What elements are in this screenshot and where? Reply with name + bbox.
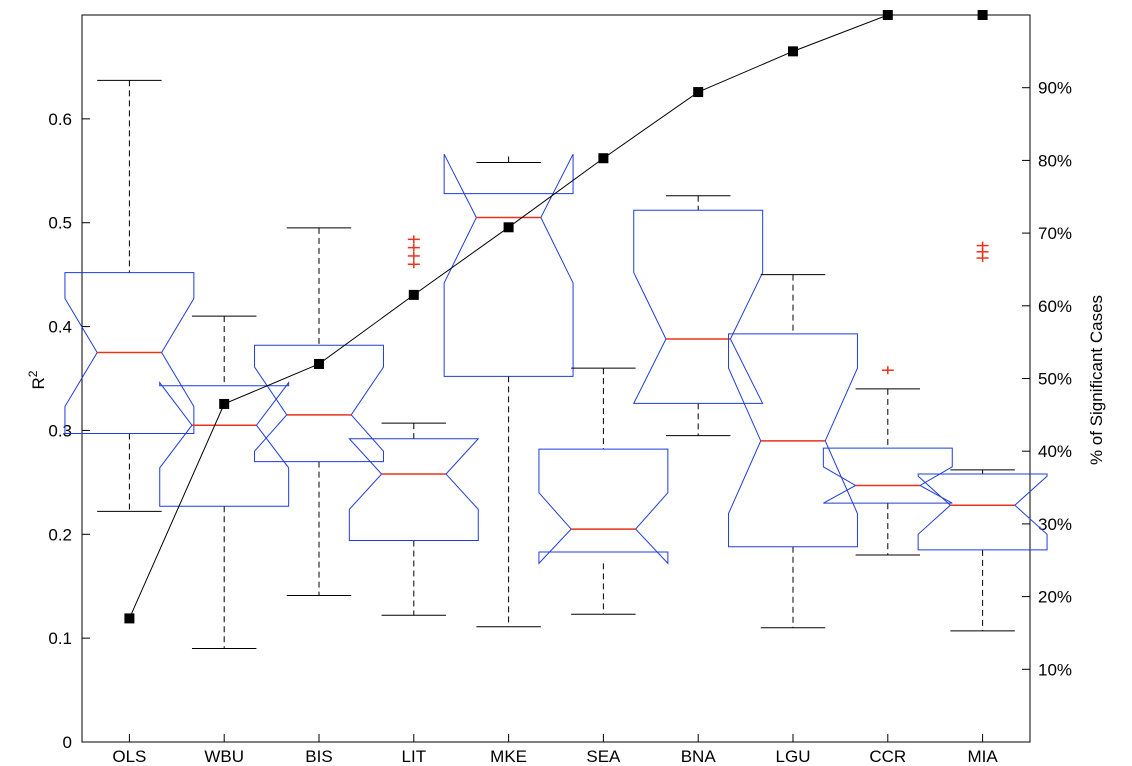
x-tick-label: OLS	[112, 747, 146, 766]
line-point	[693, 87, 704, 98]
notched-box	[917, 473, 1048, 551]
x-tick-label: BIS	[305, 747, 332, 766]
left-axis-title: R2	[26, 370, 48, 389]
box-plot	[728, 274, 858, 629]
notched-box	[254, 344, 384, 463]
x-tick-label: LIT	[402, 747, 427, 766]
left-axis-title-base: R	[29, 377, 48, 389]
box-plot	[64, 79, 195, 512]
x-tick-label: MKE	[490, 747, 527, 766]
box-plots	[64, 79, 1048, 650]
line-point	[882, 10, 893, 20]
left-axis-title-sup: 2	[26, 370, 40, 377]
right-axis-title: % of Significant Cases	[1087, 295, 1106, 465]
x-tick-label: SEA	[586, 747, 621, 766]
x-axis: OLS WBU BIS LIT MKE SEA BNA LGU CCR MIA	[112, 734, 998, 766]
box-plot	[632, 195, 764, 437]
right-tick-label: 70%	[1038, 224, 1072, 243]
right-axis: 10% 20% 30% 40% 50% 60% 70% 80% 90%	[1022, 79, 1072, 679]
box-plot	[538, 367, 669, 615]
notched-box	[348, 438, 480, 542]
right-tick-label: 90%	[1038, 79, 1072, 98]
notched-box	[538, 448, 669, 565]
x-tick-label: MIA	[967, 747, 998, 766]
significant-cases-line	[124, 10, 988, 624]
box-plot	[254, 227, 384, 597]
line-point	[408, 289, 419, 300]
line-point	[977, 10, 988, 20]
box-plot	[917, 241, 1048, 632]
x-tick-label: BNA	[681, 747, 717, 766]
notched-box	[728, 333, 858, 548]
box-plot	[159, 315, 290, 650]
left-tick-label: 0.3	[48, 421, 72, 440]
left-tick-label: 0.4	[48, 318, 72, 337]
notched-box	[64, 272, 195, 435]
x-tick-label: WBU	[204, 747, 244, 766]
x-tick-label: CCR	[869, 747, 906, 766]
left-tick-label: 0.1	[48, 629, 72, 648]
left-tick-label: 0.6	[48, 110, 72, 129]
right-tick-label: 30%	[1038, 515, 1072, 534]
right-tick-label: 40%	[1038, 442, 1072, 461]
right-tick-label: 50%	[1038, 370, 1072, 389]
line-point	[598, 153, 609, 164]
notched-box	[159, 381, 290, 507]
notched-box	[443, 153, 574, 377]
line-point	[219, 398, 230, 409]
right-tick-label: 60%	[1038, 297, 1072, 316]
left-axis: 0 0.1 0.2 0.3 0.4 0.5 0.6	[48, 110, 90, 752]
right-tick-label: 80%	[1038, 151, 1072, 170]
line-point	[314, 358, 324, 369]
left-tick-label: 0	[63, 733, 72, 752]
box-plot	[348, 235, 480, 616]
line-point	[124, 613, 135, 624]
left-tick-label: 0.5	[48, 214, 72, 233]
line-point	[503, 222, 514, 233]
left-tick-label: 0.2	[48, 525, 72, 544]
x-tick-label: LGU	[776, 747, 811, 766]
right-tick-label: 10%	[1038, 660, 1072, 679]
notched-box	[822, 447, 953, 504]
box-plot	[822, 366, 953, 556]
line-path	[128, 14, 983, 619]
plot-area	[81, 14, 1031, 743]
line-point	[788, 46, 798, 57]
right-tick-label: 20%	[1038, 588, 1072, 607]
notched-box	[632, 209, 764, 404]
box-plot	[443, 153, 574, 628]
